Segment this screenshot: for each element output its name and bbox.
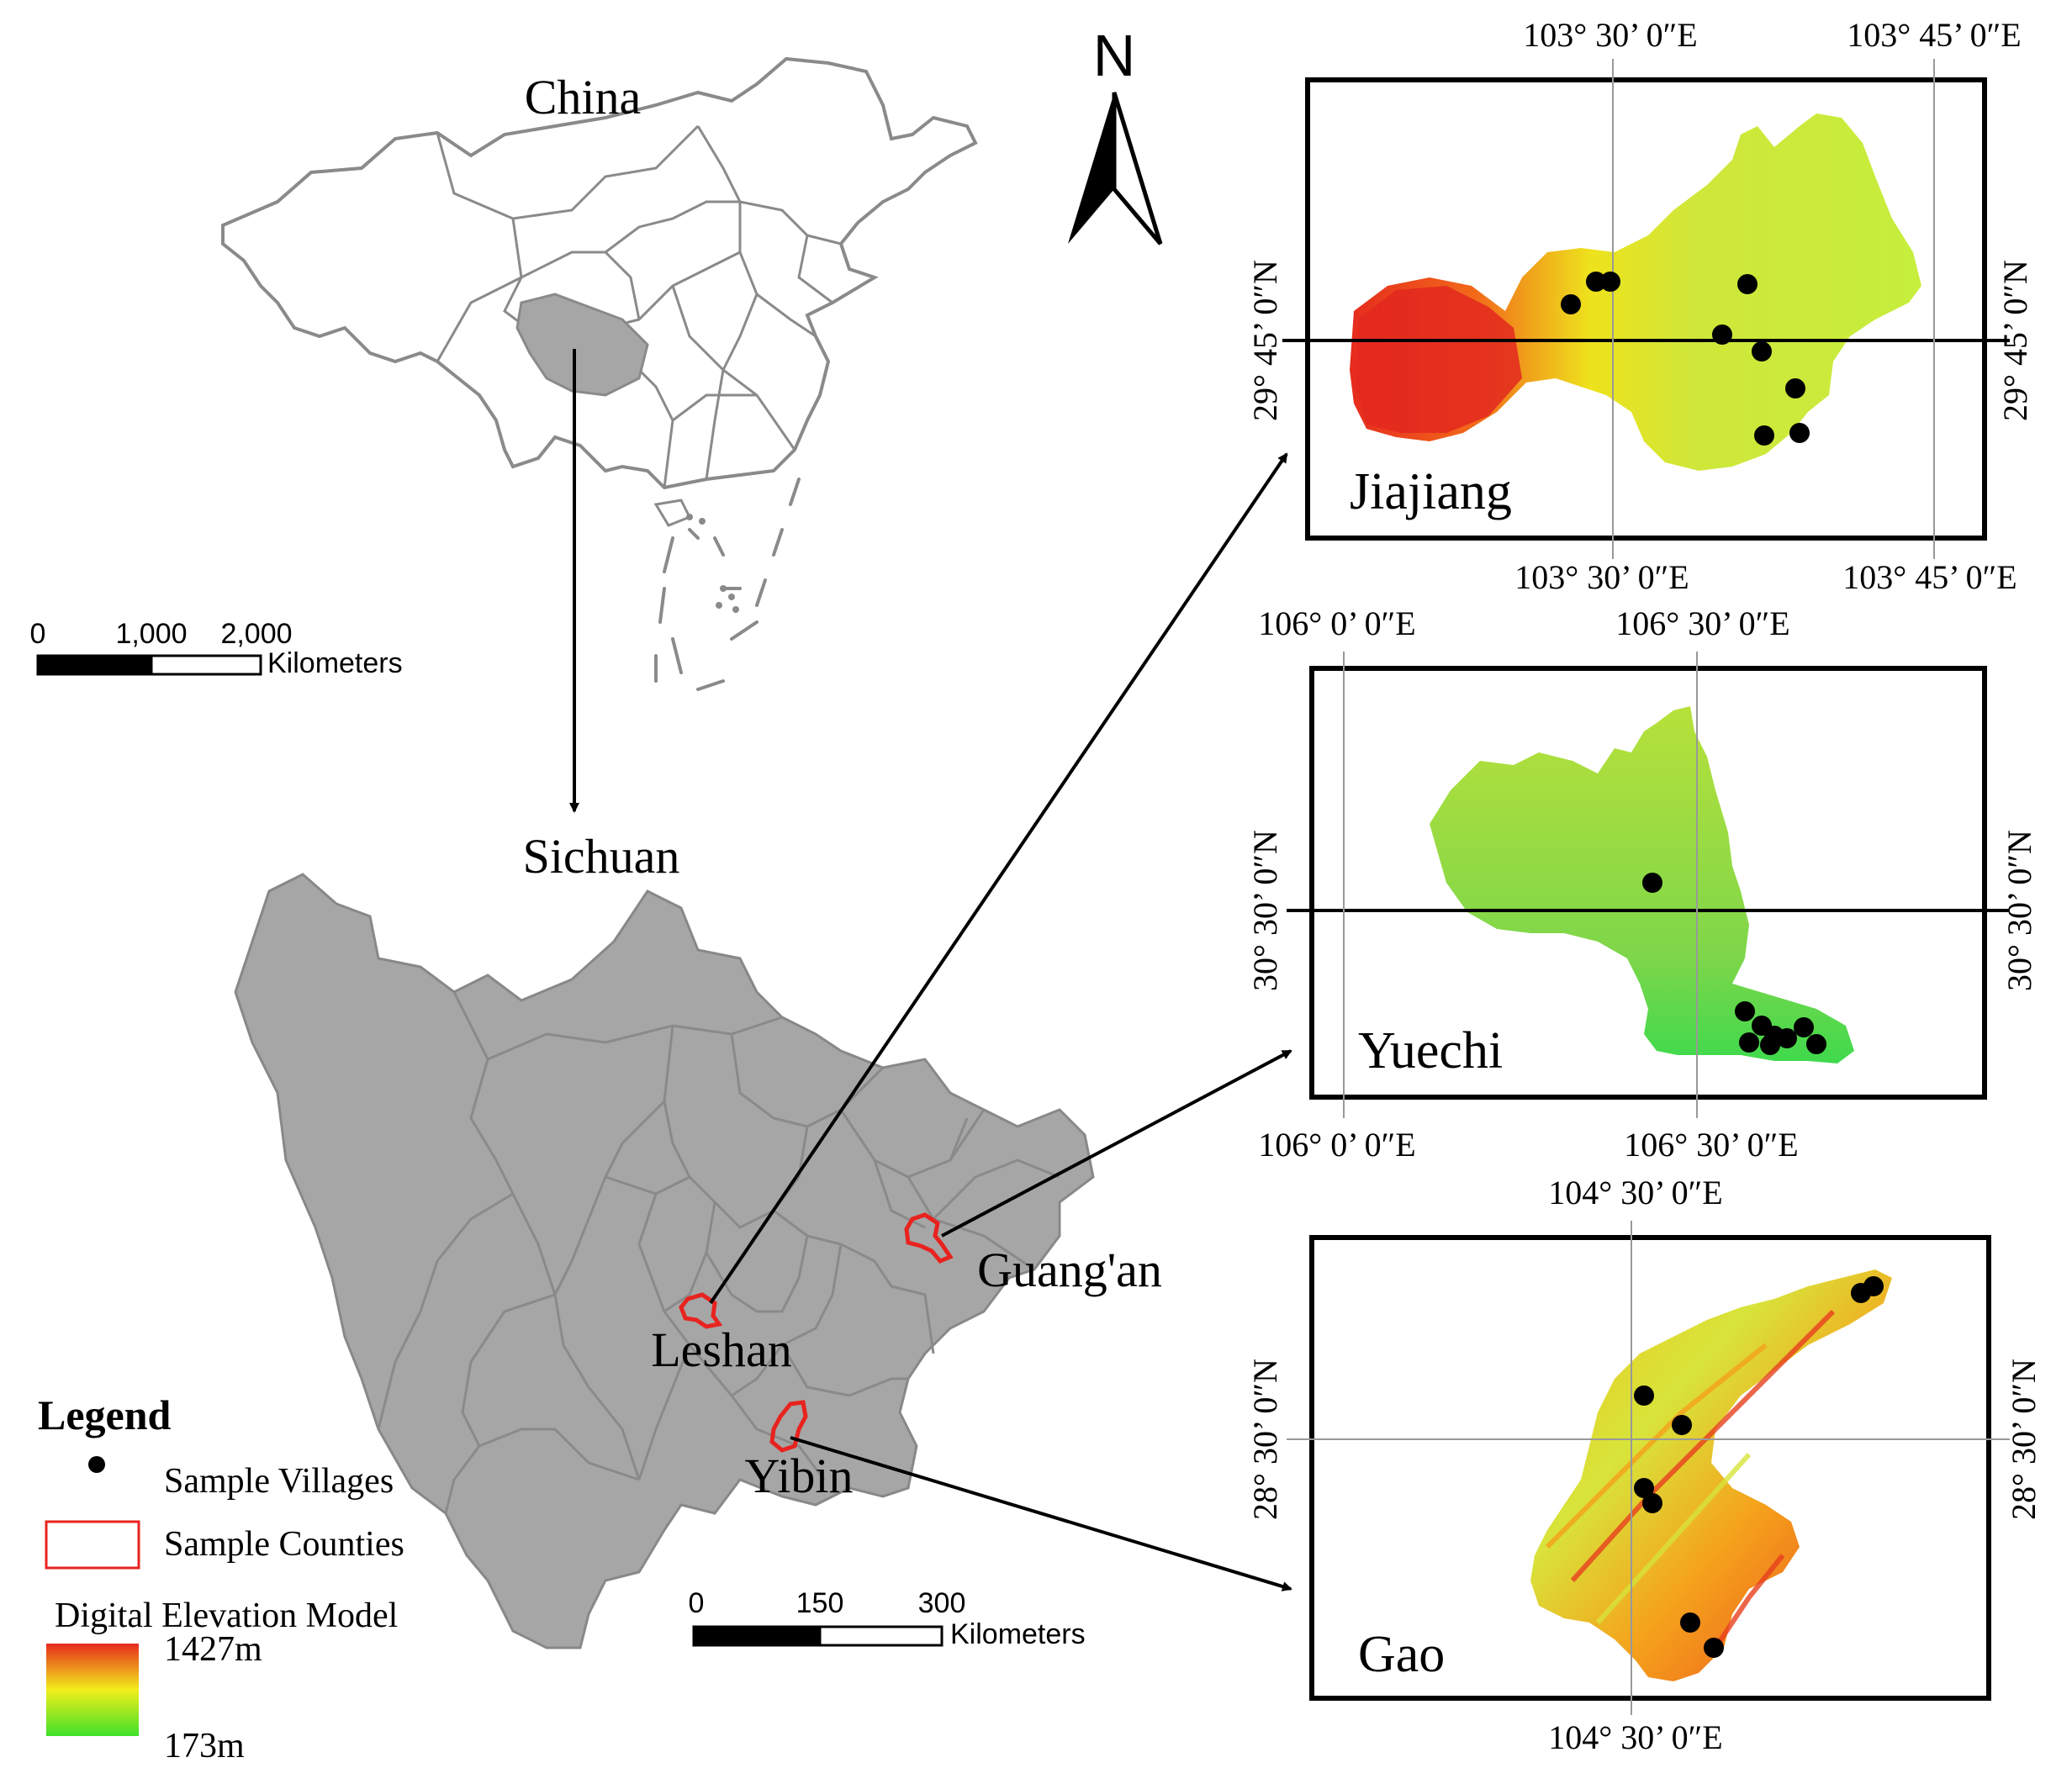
gao-dem [1530,1269,1892,1681]
scale-tick-2: 2,000 [220,618,292,650]
sichuan-scale-bar: 0 150 300 Kilometers [689,1587,1086,1650]
north-arrow-label: N [1093,23,1136,88]
china-map [221,56,978,691]
yuechi-bottom-lon-2: 106° 30’ 0″E [1624,1126,1798,1164]
legend-title: Legend [38,1391,172,1438]
jiajiang-lat-right: 29° 45’ 0″N [1996,260,2034,421]
yuechi-dem [1430,706,1854,1063]
scale-unit: Kilometers [267,647,403,679]
dem-color-ramp [46,1644,139,1736]
sichuan-map [234,873,1095,1649]
guangan-to-yuechi-arrow [941,1049,1292,1238]
sichuan-title: Sichuan [523,829,680,884]
legend-counties: Sample Counties [164,1525,404,1564]
gao-sample-villages [1634,1276,1884,1658]
hainan-island [653,499,692,527]
jiajiang-high-terrain [1356,286,1522,433]
north-arrow-icon: N [1068,23,1163,245]
gao-top-lon-1: 104° 30’ 0″E [1548,1174,1722,1211]
jiajiang-top-lon-2: 103° 45’ 0″E [1847,16,2021,54]
yuechi-name: Yuechi [1358,1022,1503,1079]
legend: Legend Sample Villages Sample Counties D… [38,1391,404,1765]
yuechi-lat-left: 30° 30’ 0″N [1246,830,1284,991]
inset-jiajiang: 103° 30’ 0″E 103° 45’ 0″E Jiajiang 103° … [1246,16,2034,596]
city-label-yibin: Yibin [745,1449,854,1503]
yuechi-top-lon-2: 106° 30’ 0″E [1615,604,1789,642]
scale-tick-0: 0 [30,618,46,650]
scale-unit: Kilometers [950,1618,1086,1650]
inset-yuechi: 106° 0’ 0″E 106° 30’ 0″E Yuechi 106° 0’ … [1246,604,2038,1164]
yuechi-top-lon-1: 106° 0’ 0″E [1258,604,1415,642]
inset-gao: 104° 30’ 0″E Gao 104° 30’ 0″E 28° 30’ 0″… [1246,1174,2043,1756]
legend-dem-low: 173m [164,1727,245,1765]
china-outline [221,56,978,490]
scale-tick-300: 300 [918,1587,966,1619]
jiajiang-sample-villages [1561,272,1810,446]
city-label-guangan: Guang'an [977,1243,1162,1297]
sample-county-guangan [904,1212,954,1264]
city-label-leshan: Leshan [651,1322,792,1377]
gao-lat-right: 28° 30’ 0″N [2005,1359,2043,1520]
jiajiang-bottom-lon-2: 103° 45’ 0″E [1842,558,2016,596]
leshan-to-jiajiang-arrow [709,452,1288,1305]
island-dots [686,514,739,613]
jiajiang-lat-left: 29° 45’ 0″N [1246,260,1284,421]
china-scale-bar: 0 1,000 2,000 Kilometers [30,618,403,679]
gao-ridges [1545,1309,1836,1649]
scale-tick-0: 0 [689,1587,705,1619]
jiajiang-top-lon-1: 103° 30’ 0″E [1523,16,1697,54]
yuechi-bottom-lon-1: 106° 0’ 0″E [1258,1126,1415,1164]
gao-lat-left: 28° 30’ 0″N [1246,1359,1284,1520]
scale-tick-150: 150 [796,1587,844,1619]
jiajiang-bottom-lon-1: 103° 30’ 0″E [1514,558,1689,596]
yuechi-sample-villages [1642,873,1826,1055]
gao-name: Gao [1358,1626,1445,1683]
yibin-to-gao-arrow [790,1436,1292,1591]
legend-dem-title: Digital Elevation Model [55,1596,398,1635]
village-symbol-icon [88,1456,105,1473]
jiajiang-name: Jiajiang [1350,463,1512,520]
sichuan-outline [234,873,1095,1649]
sample-county-yibin [769,1400,808,1453]
county-symbol-icon [45,1520,140,1570]
yuechi-lat-right: 30° 30’ 0″N [2001,830,2038,991]
sichuan-in-china [515,293,649,397]
gao-bottom-lon-1: 104° 30’ 0″E [1548,1718,1722,1756]
legend-dem-high: 1427m [164,1630,262,1669]
scale-tick-1: 1,000 [115,618,187,650]
sample-county-leshan [679,1292,723,1329]
legend-villages: Sample Villages [164,1462,394,1501]
china-title: China [525,70,642,124]
